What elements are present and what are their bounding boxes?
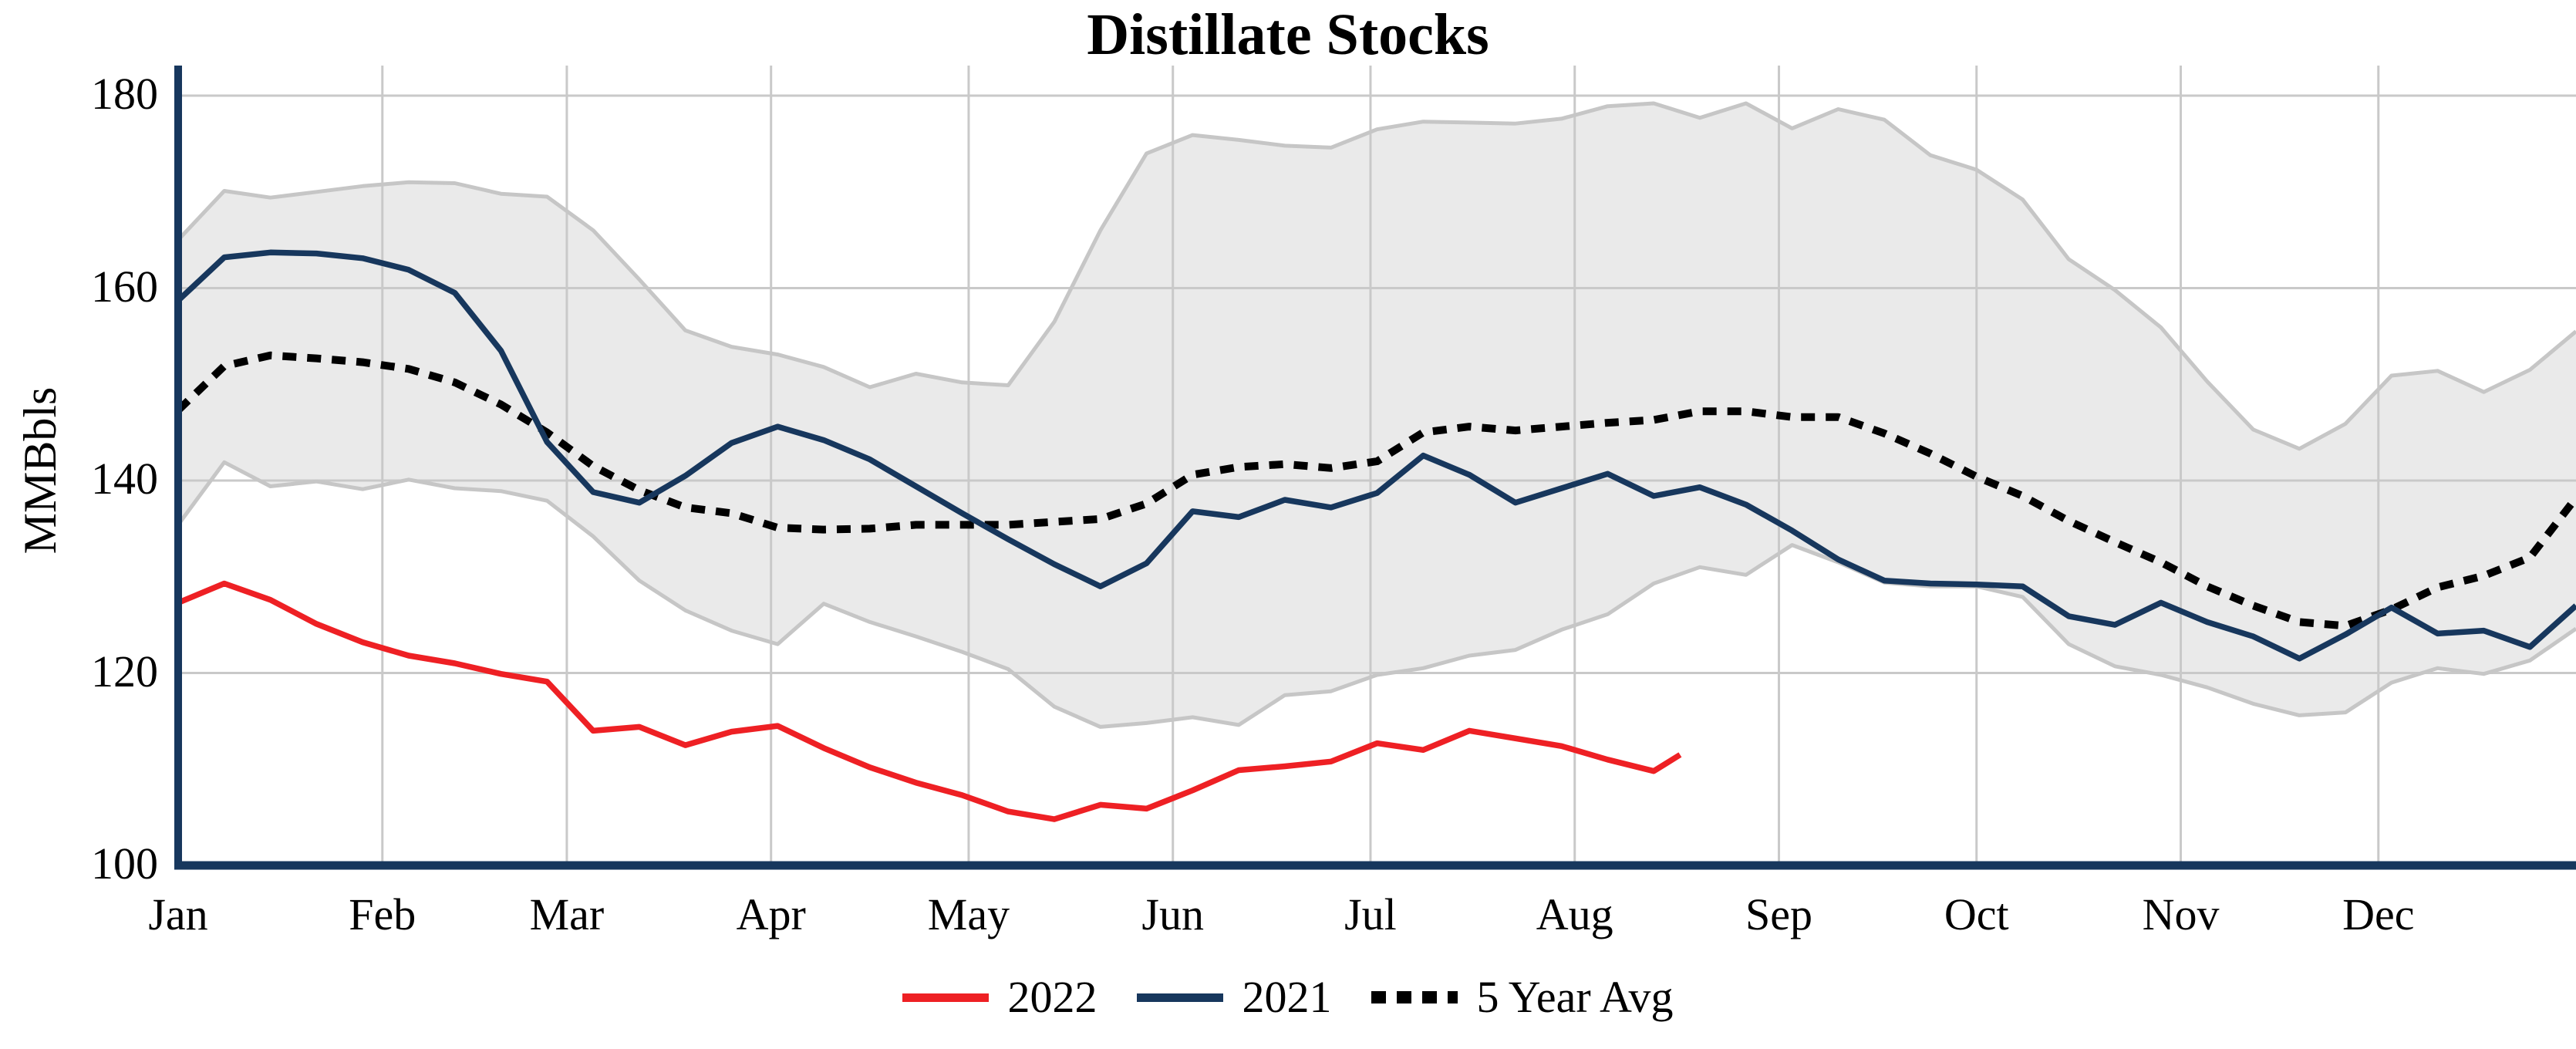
band-min-line xyxy=(176,460,2576,729)
x-tick-sep: Sep xyxy=(1745,889,1812,939)
y-tick-160: 160 xyxy=(91,261,158,312)
band-max-line xyxy=(177,101,2576,451)
legend-item-2021: 2021 xyxy=(1137,975,1331,1020)
x-tick-jul: Jul xyxy=(1344,889,1397,939)
x-tick-aug: Aug xyxy=(1536,889,1613,939)
red-line-swatch xyxy=(902,993,990,1002)
x-tick-nov: Nov xyxy=(2142,889,2220,939)
series-line-2021 xyxy=(176,249,2576,662)
legend-item-2022: 2022 xyxy=(902,975,1097,1020)
y-tick-120: 120 xyxy=(91,646,158,697)
series-line-5-year-avg xyxy=(175,351,2576,630)
navy-line-swatch xyxy=(1137,993,1224,1002)
legend-label-2022: 2022 xyxy=(1007,972,1097,1022)
legend-label-2021: 2021 xyxy=(1242,972,1332,1022)
y-tick-100: 100 xyxy=(91,838,158,889)
x-tick-mar: Mar xyxy=(529,889,605,939)
x-tick-jun: Jun xyxy=(1141,889,1204,939)
x-tick-jan: Jan xyxy=(148,889,208,939)
x-tick-apr: Apr xyxy=(736,889,806,939)
y-tick-180: 180 xyxy=(91,68,158,119)
legend-item-5yr-avg: 5 Year Avg xyxy=(1371,972,1674,1022)
x-tick-oct: Oct xyxy=(1944,889,2009,939)
y-tick-140: 140 xyxy=(91,453,158,504)
x-tick-may: May xyxy=(927,889,1010,939)
x-tick-dec: Dec xyxy=(2342,889,2415,939)
series-line-2022 xyxy=(177,580,1682,822)
dotted-line-swatch xyxy=(1371,991,1458,1003)
legend: 2022 2021 5 Year Avg xyxy=(0,963,2576,1032)
x-tick-feb: Feb xyxy=(349,889,416,939)
chart-title: Distillate Stocks xyxy=(1087,2,1489,67)
legend-label-5yr-avg: 5 Year Avg xyxy=(1476,972,1674,1022)
